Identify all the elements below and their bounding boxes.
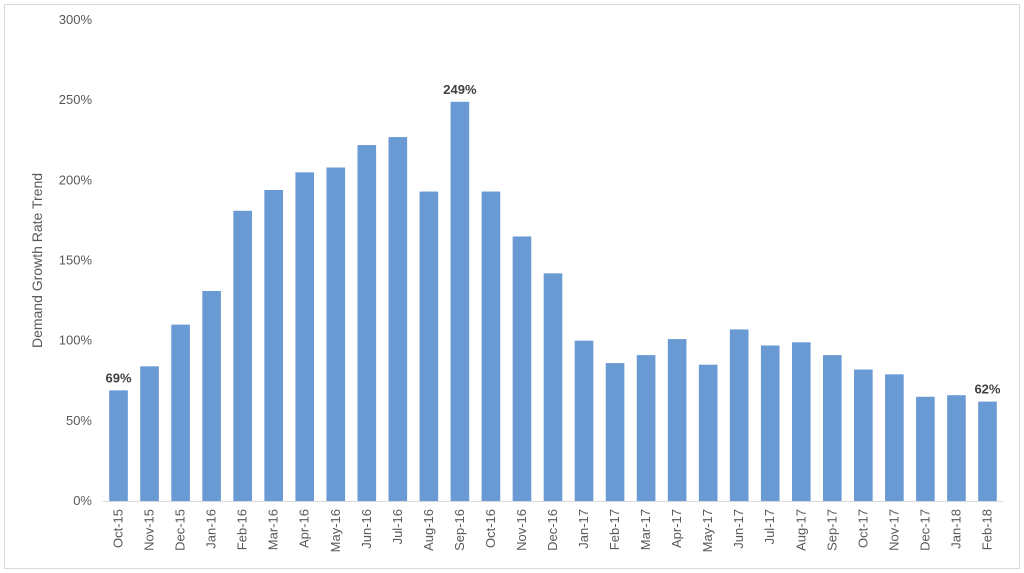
bar bbox=[947, 395, 966, 501]
bar bbox=[698, 364, 718, 501]
bar bbox=[450, 101, 470, 502]
x-tick-label: Dec-17 bbox=[917, 509, 932, 551]
x-tick-label: Jun-16 bbox=[359, 509, 374, 549]
x-tick-label: Mar-16 bbox=[266, 509, 281, 550]
y-tick-label: 150% bbox=[59, 253, 93, 268]
y-tick-label: 100% bbox=[59, 333, 93, 348]
bar bbox=[419, 191, 439, 501]
bar bbox=[543, 273, 563, 501]
bar bbox=[109, 390, 128, 501]
bar bbox=[791, 342, 811, 501]
x-tick-label: Nov-15 bbox=[142, 509, 157, 551]
x-tick-label: Oct-17 bbox=[855, 509, 870, 548]
bar bbox=[729, 329, 749, 501]
x-tick-label: Jun-17 bbox=[731, 509, 746, 549]
x-tick-label: Apr-17 bbox=[669, 509, 684, 548]
x-tick-label: Oct-16 bbox=[483, 509, 498, 548]
x-tick-label: Aug-16 bbox=[421, 509, 436, 551]
data-label: 69% bbox=[106, 370, 132, 385]
x-tick-label: Jan-18 bbox=[948, 509, 963, 549]
bar bbox=[667, 339, 687, 501]
y-axis-label: Demand Growth Rate Trend bbox=[29, 173, 45, 348]
x-tick-label: Sep-17 bbox=[824, 509, 839, 551]
bar bbox=[885, 374, 904, 501]
bar bbox=[823, 355, 842, 501]
bar bbox=[512, 236, 532, 501]
x-tick-label: Apr-16 bbox=[297, 509, 312, 548]
x-tick-label: Feb-16 bbox=[235, 509, 250, 550]
x-tick-label: Mar-17 bbox=[638, 509, 653, 550]
bar bbox=[357, 145, 377, 501]
bar bbox=[760, 345, 780, 501]
bar bbox=[233, 210, 252, 501]
x-tick-label: Feb-18 bbox=[979, 509, 994, 550]
x-tick-label: Dec-15 bbox=[173, 509, 188, 551]
x-tick-label: Nov-16 bbox=[514, 509, 529, 551]
bar bbox=[916, 396, 935, 501]
x-tick-label: Jan-17 bbox=[576, 509, 591, 549]
x-tick-label: May-17 bbox=[700, 509, 715, 552]
bars bbox=[109, 101, 997, 502]
bar bbox=[574, 340, 594, 501]
x-tick-label: Sep-16 bbox=[452, 509, 467, 551]
y-tick-label: 0% bbox=[73, 493, 92, 508]
x-tick-label: Jul-17 bbox=[762, 509, 777, 544]
bar bbox=[202, 290, 221, 501]
bar bbox=[854, 369, 873, 501]
bar bbox=[481, 191, 501, 501]
x-tick-label: Jul-16 bbox=[390, 509, 405, 544]
bar bbox=[171, 324, 190, 501]
y-tick-label: 300% bbox=[59, 12, 93, 27]
x-axis-ticks: Oct-15 Nov-15 Dec-15 Jan-16 Feb-16 Mar-16 Apr-… bbox=[111, 509, 995, 552]
bar bbox=[295, 172, 315, 502]
bar bbox=[978, 401, 997, 501]
data-label: 62% bbox=[974, 382, 1000, 397]
y-axis-ticks: 0% 50% 100% 150% 200% 250% 300% bbox=[59, 12, 93, 508]
x-tick-label: Jan-16 bbox=[204, 509, 219, 549]
y-tick-label: 250% bbox=[59, 92, 93, 107]
bar bbox=[636, 355, 656, 501]
bar bbox=[140, 366, 159, 501]
bar bbox=[388, 137, 408, 501]
x-tick-label: Feb-17 bbox=[607, 509, 622, 550]
y-tick-label: 50% bbox=[66, 413, 92, 428]
y-tick-label: 200% bbox=[59, 172, 93, 187]
x-tick-label: Oct-15 bbox=[111, 509, 126, 548]
x-tick-label: Nov-17 bbox=[886, 509, 901, 551]
x-tick-label: Aug-17 bbox=[793, 509, 808, 551]
bar bbox=[264, 189, 283, 501]
bar bbox=[605, 363, 625, 501]
bar bbox=[326, 167, 346, 502]
data-labels: 69% 249% 62% bbox=[106, 82, 1001, 397]
x-tick-label: Dec-16 bbox=[545, 509, 560, 551]
x-tick-label: May-16 bbox=[328, 509, 343, 552]
data-label: 249% bbox=[443, 82, 477, 97]
